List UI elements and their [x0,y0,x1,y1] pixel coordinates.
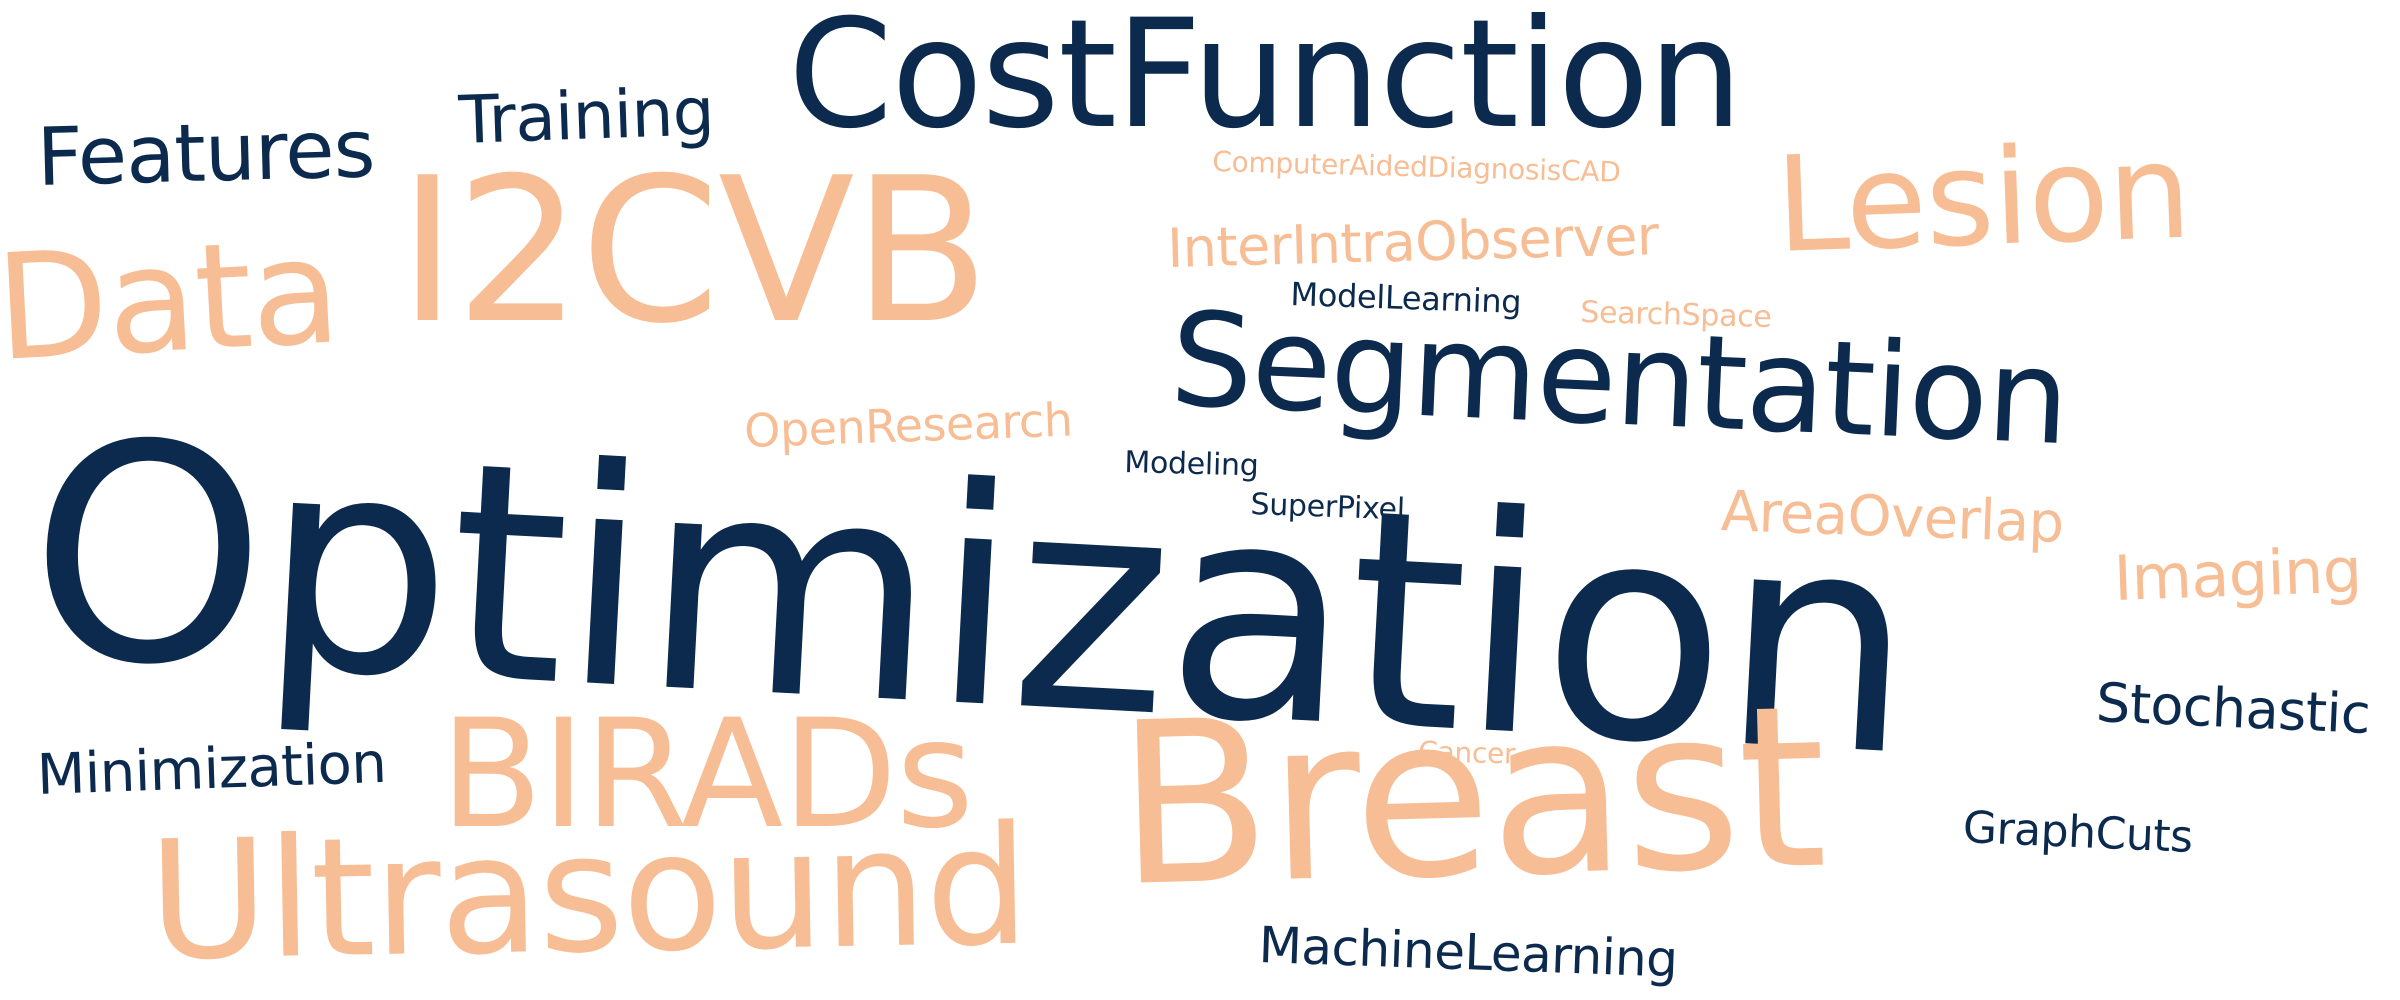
word-data: Data [0,206,343,394]
word-area-overlap: AreaOverlap [1719,479,2065,556]
word-segmentation: Segmentation [1167,283,2072,475]
word-lesion: Lesion [1773,114,2193,283]
word-machine-learning: MachineLearning [1257,916,1679,989]
word-imaging: Imaging [2112,533,2363,615]
word-features: Features [35,102,376,204]
word-breast: Breast [1113,656,1828,936]
word-stochastic: Stochastic [2094,671,2372,746]
word-inter-intra-observer: InterIntraObserver [1166,204,1660,280]
word-costfunction: CostFunction [788,0,1743,162]
word-ultrasound: Ultrasound [146,790,1030,997]
word-computer-aided-diagnosis-cad: ComputerAidedDiagnosisCAD [1211,145,1621,189]
word-minimization: Minimization [35,730,388,808]
word-graph-cuts: GraphCuts [1961,802,2194,864]
word-i2cvb: I2CVB [398,135,990,368]
word-birads: BIRADs [440,688,974,862]
